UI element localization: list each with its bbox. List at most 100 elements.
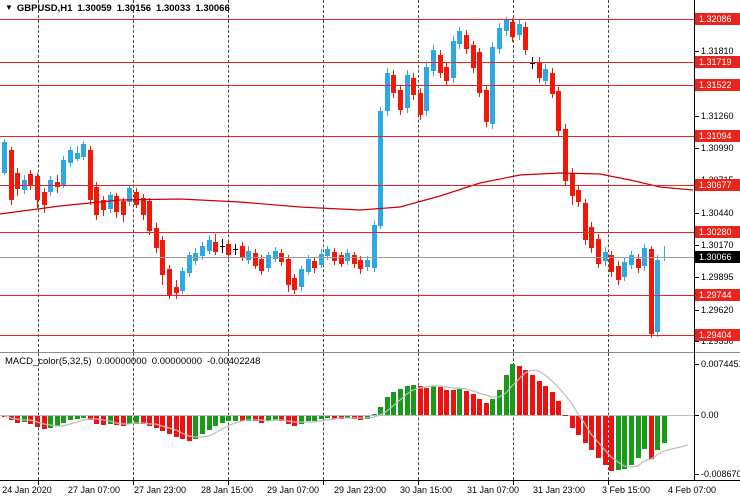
candle-body bbox=[537, 62, 542, 78]
macd-bar bbox=[636, 416, 641, 458]
vertical-gridline bbox=[513, 353, 514, 480]
candle-body bbox=[622, 262, 627, 277]
macd-bar bbox=[325, 416, 330, 418]
macd-bar bbox=[127, 416, 132, 424]
macd-axis-label: 0.00 bbox=[701, 410, 719, 420]
candle-body bbox=[477, 52, 482, 93]
candle-body bbox=[88, 150, 93, 200]
chevron-down-icon[interactable]: ▼ bbox=[5, 3, 13, 12]
resistance-line bbox=[0, 295, 694, 296]
candle-body bbox=[240, 246, 245, 258]
macd-bar bbox=[253, 416, 258, 421]
price-level-badge: 1.29744 bbox=[695, 289, 740, 301]
macd-bar bbox=[81, 416, 86, 418]
macd-bar bbox=[42, 416, 47, 429]
macd-bar bbox=[517, 366, 522, 415]
macd-bar bbox=[424, 388, 429, 415]
candle-body bbox=[372, 225, 377, 268]
candle-body bbox=[312, 261, 317, 268]
candle-body bbox=[510, 22, 515, 37]
macd-bar bbox=[48, 416, 53, 428]
candle-body bbox=[187, 255, 192, 273]
macd-bar bbox=[385, 397, 390, 415]
macd-bar bbox=[174, 416, 179, 437]
price-label: 1.30170 bbox=[701, 240, 734, 250]
candle-body bbox=[352, 255, 357, 264]
candle-body bbox=[636, 259, 641, 268]
candle-body bbox=[418, 93, 423, 115]
high-value: 1.30156 bbox=[116, 3, 152, 14]
candle-body bbox=[2, 142, 7, 173]
time-label: 31 Jan 23:00 bbox=[532, 485, 586, 495]
vertical-gridline bbox=[418, 0, 419, 352]
macd-value-3: -0.00402248 bbox=[207, 356, 261, 367]
price-tick bbox=[695, 245, 699, 246]
macd-bar bbox=[622, 416, 627, 469]
macd-bar bbox=[444, 390, 449, 415]
macd-bar bbox=[55, 416, 60, 426]
candle-body bbox=[609, 255, 614, 272]
price-tick bbox=[695, 341, 699, 342]
candle-body bbox=[75, 153, 80, 159]
time-tick bbox=[608, 481, 609, 485]
macd-bar bbox=[484, 403, 489, 415]
macd-bar bbox=[609, 416, 614, 471]
candle-body bbox=[517, 24, 522, 35]
resistance-line bbox=[0, 85, 694, 86]
macd-value-1: 0.00000000 bbox=[96, 356, 147, 367]
candle-body bbox=[556, 91, 561, 131]
time-axis-line bbox=[0, 480, 740, 481]
resistance-line bbox=[0, 335, 694, 336]
candle-body bbox=[319, 254, 324, 265]
candle-body bbox=[457, 31, 462, 44]
price-level-badge: 1.31719 bbox=[695, 56, 740, 68]
candle-body bbox=[15, 173, 20, 189]
candle-body bbox=[358, 260, 363, 269]
current-price-line bbox=[0, 257, 694, 258]
candle-body bbox=[543, 69, 548, 81]
macd-bar bbox=[418, 386, 423, 415]
time-label: 27 Jan 23:00 bbox=[133, 485, 187, 495]
candle-body bbox=[42, 192, 47, 205]
macd-bar bbox=[530, 375, 535, 415]
macd-bar bbox=[405, 386, 410, 415]
candle-body bbox=[332, 252, 337, 261]
macd-bar bbox=[332, 416, 337, 419]
macd-bar bbox=[160, 416, 165, 431]
macd-bar bbox=[94, 416, 99, 424]
candle-body bbox=[484, 90, 489, 122]
candle-body bbox=[616, 266, 621, 280]
macd-bar bbox=[233, 416, 238, 421]
macd-bar bbox=[200, 416, 205, 434]
macd-bar bbox=[411, 385, 416, 415]
price-label: 1.29350 bbox=[701, 336, 734, 346]
candle-body bbox=[246, 251, 251, 260]
macd-bar bbox=[213, 416, 218, 426]
candle-body bbox=[444, 67, 449, 81]
candle-body bbox=[576, 190, 581, 202]
price-level-badge: 1.30677 bbox=[695, 179, 740, 191]
candle-body bbox=[108, 195, 113, 209]
candle-body bbox=[154, 228, 159, 248]
panel-separator[interactable] bbox=[0, 352, 740, 353]
macd-bar bbox=[504, 375, 509, 415]
macd-bar bbox=[457, 389, 462, 415]
candle-body bbox=[530, 63, 535, 64]
candle-body bbox=[253, 253, 258, 266]
price-label: 1.30990 bbox=[701, 143, 734, 153]
macd-bar bbox=[246, 416, 251, 421]
time-label: 28 Jan 15:00 bbox=[200, 485, 254, 495]
macd-bar bbox=[398, 389, 403, 415]
candle-body bbox=[603, 252, 608, 261]
macd-bar bbox=[629, 416, 634, 465]
candle-body bbox=[378, 111, 383, 226]
candle-body bbox=[471, 45, 476, 68]
macd-indicator-label: MACD_color(5,32,5) 0.00000000 0.00000000 -0… bbox=[5, 356, 265, 367]
time-label: 3 Feb 15:00 bbox=[601, 485, 651, 495]
macd-bar bbox=[299, 416, 304, 424]
candle-body bbox=[589, 227, 594, 248]
vertical-gridline bbox=[133, 0, 134, 352]
macd-axis-tick bbox=[695, 474, 699, 475]
price-tick bbox=[695, 51, 699, 52]
candle-body bbox=[81, 144, 86, 157]
